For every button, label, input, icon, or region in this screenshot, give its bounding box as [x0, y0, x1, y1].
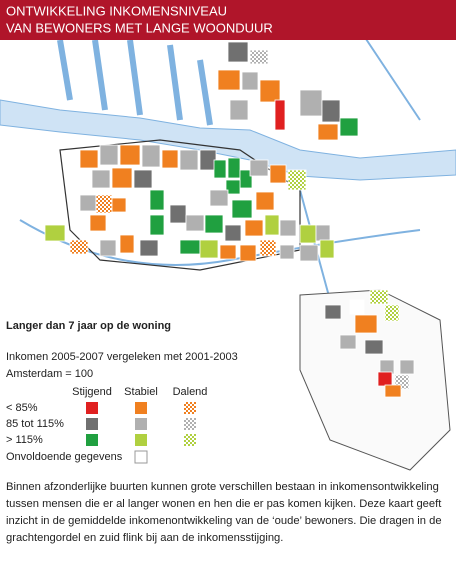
neighbourhood — [317, 123, 339, 141]
neighbourhood — [169, 204, 187, 224]
neighbourhood — [229, 99, 249, 121]
legend-column: Stabiel — [124, 386, 158, 398]
neighbourhood — [231, 199, 253, 219]
neighbourhood — [244, 219, 264, 237]
neighbourhood — [141, 144, 161, 168]
neighbourhood — [225, 179, 241, 195]
neighbourhood — [179, 149, 199, 171]
header-band — [0, 0, 456, 40]
legend-column: Stijgend — [72, 386, 112, 398]
neighbourhood — [324, 304, 342, 320]
neighbourhood — [79, 194, 97, 212]
legend-subtitle: Amsterdam = 100 — [6, 368, 93, 380]
neighbourhood — [139, 239, 159, 257]
neighbourhood — [219, 244, 237, 260]
neighbourhood — [279, 244, 295, 260]
neighbourhood — [364, 339, 384, 355]
neighbourhood — [239, 169, 253, 189]
neighbourhood — [369, 289, 389, 305]
neighbourhood — [249, 49, 269, 65]
neighbourhood — [119, 144, 141, 166]
neighbourhood — [321, 99, 341, 123]
neighbourhood — [111, 197, 127, 213]
neighbourhood — [319, 239, 335, 259]
neighbourhood — [204, 214, 224, 234]
neighbourhood — [384, 304, 400, 322]
neighbourhood — [259, 239, 277, 257]
neighbourhood — [217, 69, 241, 91]
neighbourhood — [354, 314, 378, 334]
neighbourhood — [279, 219, 297, 237]
caption-line: tussen mensen die er al langer wonen en … — [6, 498, 442, 510]
neighbourhood — [149, 189, 165, 211]
neighbourhood — [89, 214, 107, 232]
caption-line: inzicht in de gemiddelde inkomenontwikke… — [6, 515, 442, 527]
neighbourhood — [227, 157, 241, 179]
legend-subtitle: Inkomen 2005-2007 vergeleken met 2001-20… — [6, 351, 238, 363]
neighbourhood — [179, 239, 201, 255]
neighbourhood — [259, 79, 281, 103]
neighbourhood — [299, 224, 317, 244]
river — [0, 99, 456, 181]
header-title: VAN BEWONERS MET LANGE WOONDUUR — [6, 20, 273, 35]
neighbourhood — [299, 244, 319, 262]
legend-no-data: Onvoldoende gegevens — [6, 451, 123, 463]
neighbourhood — [264, 214, 280, 236]
legend-row-label: > 115% — [6, 434, 43, 446]
neighbourhood — [339, 117, 359, 137]
neighbourhood — [161, 149, 179, 169]
neighbourhood — [119, 234, 135, 254]
harbour — [57, 39, 213, 126]
neighbourhood — [241, 71, 259, 91]
neighbourhood — [44, 224, 66, 242]
neighbourhood — [111, 167, 133, 189]
caption-line: grachtengordel en zuid flink bij aan de … — [6, 532, 283, 544]
neighbourhood — [384, 384, 402, 398]
neighbourhood — [315, 224, 331, 242]
legend-row-label: < 85% — [6, 402, 38, 414]
neighbourhood — [255, 191, 275, 211]
neighbourhood — [274, 99, 286, 131]
legend-column: Dalend — [173, 386, 208, 398]
neighbourhood — [377, 371, 393, 387]
neighbourhood — [149, 214, 165, 236]
neighbourhood — [399, 359, 415, 375]
legend-swatches — [86, 402, 196, 464]
neighbourhood — [224, 224, 242, 242]
neighbourhood — [339, 334, 357, 350]
neighbourhood — [249, 159, 269, 177]
legend-title: Langer dan 7 jaar op de woning — [6, 320, 171, 332]
neighbourhood — [91, 169, 111, 189]
neighbourhood — [269, 164, 287, 184]
neighbourhood — [209, 189, 229, 207]
neighbourhood — [69, 239, 89, 255]
header-title: ONTWIKKELING INKOMENSNIVEAU — [6, 3, 227, 18]
district-outline — [299, 289, 451, 471]
neighbourhood — [133, 169, 153, 189]
neighbourhood — [79, 149, 99, 169]
neighbourhood — [185, 214, 205, 232]
neighbourhood — [99, 239, 117, 257]
legend-row-label: 85 tot 115% — [6, 418, 64, 430]
neighbourhood — [239, 244, 257, 262]
neighbourhood — [299, 89, 323, 117]
neighbourhood — [287, 169, 307, 191]
neighbourhood — [349, 299, 365, 315]
caption-line: Binnen afzonderlijke buurten kunnen grot… — [6, 481, 439, 493]
neighbourhood — [99, 144, 119, 166]
neighbourhood — [213, 159, 227, 179]
neighbourhood — [199, 239, 219, 259]
neighbourhood — [95, 194, 113, 214]
neighbourhood — [227, 41, 249, 63]
